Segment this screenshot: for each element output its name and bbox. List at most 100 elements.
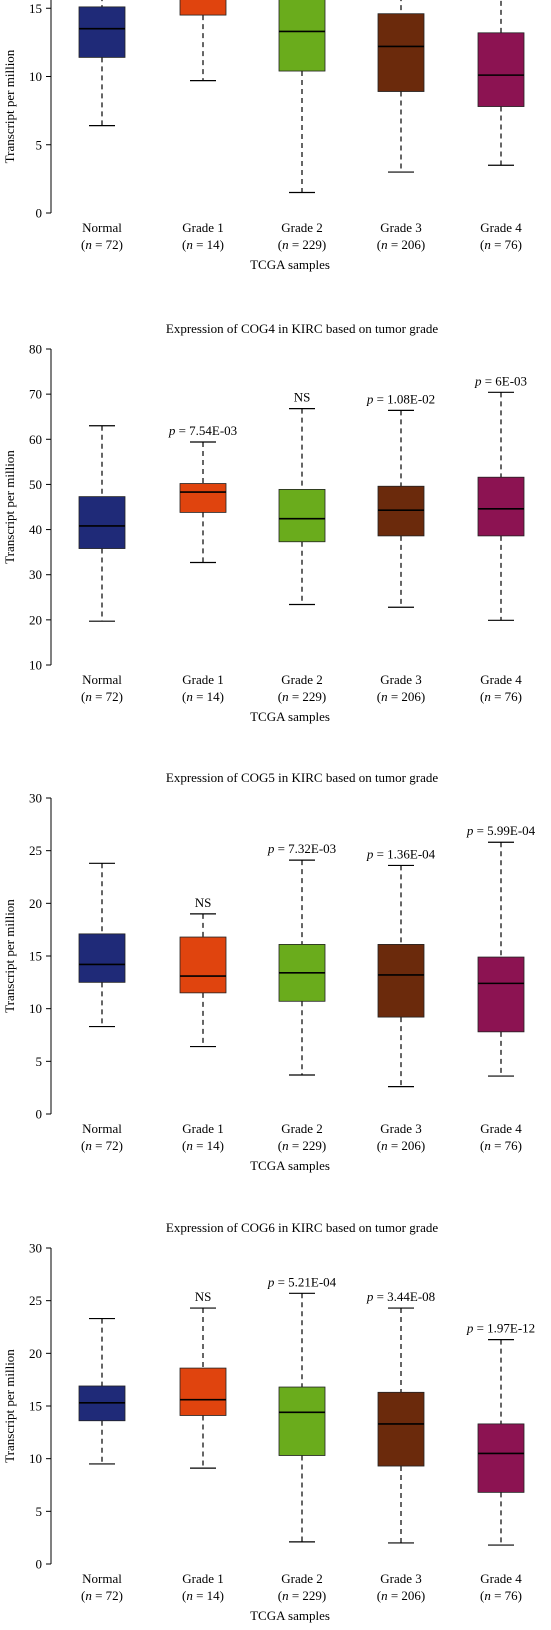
box-iqr [179, 0, 227, 16]
box-grade-4: p = 5.99E-04 [466, 823, 536, 1077]
sample-size-label: (n = 72) [81, 1588, 123, 1603]
box-iqr [278, 488, 326, 543]
box-grade-2: p = 7.32E-03 [267, 841, 336, 1076]
box-iqr [179, 1367, 227, 1416]
y-axis-label: Transcript per million [2, 1349, 17, 1463]
x-tick-label: Grade 4 [480, 1121, 522, 1136]
box-iqr [179, 936, 227, 994]
y-tick-label: 30 [29, 567, 42, 582]
x-tick-label: Grade 1 [182, 672, 224, 687]
y-tick-label: 60 [29, 432, 42, 447]
box-iqr [278, 1386, 326, 1456]
chart-panel-1: 0 5 10 15 Transcript per million Normal (n = 7… [2, 0, 525, 272]
significance-label: NS [195, 1289, 212, 1304]
significance-label: p = 1.36E-04 [366, 846, 436, 861]
x-tick-label: Grade 2 [281, 1121, 323, 1136]
box-normal [78, 425, 126, 622]
x-tick-label: Grade 2 [281, 672, 323, 687]
x-tick-label: Grade 3 [380, 1121, 422, 1136]
x-tick-label: Grade 3 [380, 1571, 422, 1586]
box-normal [78, 0, 126, 127]
x-axis-label: TCGA samples [250, 1158, 330, 1173]
significance-label: p = 7.54E-03 [168, 423, 237, 438]
box-grade-2: NS [278, 390, 326, 606]
box-grade-1: NS [179, 1289, 227, 1469]
y-tick-label: 5 [36, 1504, 43, 1519]
box-iqr [377, 944, 425, 1018]
sample-size-label: (n = 206) [377, 237, 426, 252]
chart-title: Expression of COG4 in KIRC based on tumo… [166, 321, 438, 336]
y-axis-label: Transcript per million [2, 899, 17, 1013]
y-tick-label: 15 [29, 1399, 42, 1414]
x-tick-label: Normal [82, 672, 122, 687]
sample-size-label: (n = 229) [278, 237, 327, 252]
y-axis-label: Transcript per million [2, 450, 17, 564]
box-grade-3: p = 1.36E-04 [366, 846, 436, 1088]
x-tick-label: Grade 3 [380, 672, 422, 687]
x-tick-label: Normal [82, 1571, 122, 1586]
box-iqr [377, 13, 425, 92]
chart-panel-4: Expression of COG6 in KIRC based on tumo… [2, 1220, 535, 1623]
box-grade-4: p = 6E-03 [474, 373, 527, 621]
significance-label: NS [195, 895, 212, 910]
significance-label: p = 7.32E-03 [267, 841, 336, 856]
y-tick-label: 20 [29, 612, 42, 627]
y-tick-label: 10 [29, 658, 42, 673]
chart-panel-3: Expression of COG5 in KIRC based on tumo… [2, 770, 536, 1173]
x-tick-label: Grade 3 [380, 220, 422, 235]
significance-label: p = 5.99E-04 [466, 823, 536, 838]
x-tick-label: Grade 2 [281, 1571, 323, 1586]
box-grade-2: p = 5.21E-04 [267, 1274, 337, 1543]
significance-label: p = 1.97E-12 [466, 1321, 535, 1336]
sample-size-label: (n = 14) [182, 1588, 224, 1603]
box-grade-3: p = 1.08E-02 [366, 391, 435, 608]
box-grade-2 [278, 0, 326, 194]
significance-label: NS [294, 390, 311, 405]
sample-size-label: (n = 76) [480, 689, 522, 704]
significance-label: p = 3.44E-08 [366, 1289, 435, 1304]
x-tick-label: Grade 4 [480, 220, 522, 235]
box-iqr [278, 0, 326, 72]
sample-size-label: (n = 229) [278, 1138, 327, 1153]
box-iqr [78, 933, 126, 983]
box-normal [78, 862, 126, 1028]
y-tick-label: 0 [36, 1557, 43, 1572]
x-tick-label: Grade 1 [182, 220, 224, 235]
chart-title: Expression of COG6 in KIRC based on tumo… [166, 1220, 438, 1235]
box-iqr [377, 1391, 425, 1467]
chart-panel-2: Expression of COG4 in KIRC based on tumo… [2, 321, 527, 724]
sample-size-label: (n = 206) [377, 1138, 426, 1153]
sample-size-label: (n = 72) [81, 237, 123, 252]
x-axis-label: TCGA samples [250, 257, 330, 272]
sample-size-label: (n = 206) [377, 689, 426, 704]
y-tick-label: 20 [29, 896, 42, 911]
y-axis-label: Transcript per million [2, 49, 17, 163]
box-grade-4: p = 1.97E-12 [466, 1321, 535, 1546]
box-grade-3: p = 3.44E-08 [366, 1289, 435, 1544]
x-tick-label: Grade 1 [182, 1571, 224, 1586]
x-axis-label: TCGA samples [250, 1608, 330, 1623]
x-tick-label: Grade 4 [480, 1571, 522, 1586]
sample-size-label: (n = 76) [480, 1588, 522, 1603]
y-tick-label: 30 [29, 791, 42, 806]
box-grade-1: p = 7.54E-03 [168, 423, 237, 564]
sample-size-label: (n = 14) [182, 689, 224, 704]
box-grade-3 [377, 0, 425, 173]
box-grade-1 [179, 0, 227, 82]
y-tick-label: 50 [29, 477, 42, 492]
significance-label: p = 1.08E-02 [366, 391, 435, 406]
y-tick-label: 10 [29, 69, 42, 84]
sample-size-label: (n = 229) [278, 689, 327, 704]
box-grade-4 [477, 0, 525, 166]
x-tick-label: Grade 1 [182, 1121, 224, 1136]
y-tick-label: 20 [29, 1346, 42, 1361]
box-iqr [477, 32, 525, 107]
y-tick-label: 40 [29, 522, 42, 537]
significance-label: p = 5.21E-04 [267, 1274, 337, 1289]
y-tick-label: 0 [36, 206, 43, 221]
chart-title: Expression of COG5 in KIRC based on tumo… [166, 770, 438, 785]
sample-size-label: (n = 72) [81, 689, 123, 704]
x-tick-label: Normal [82, 1121, 122, 1136]
